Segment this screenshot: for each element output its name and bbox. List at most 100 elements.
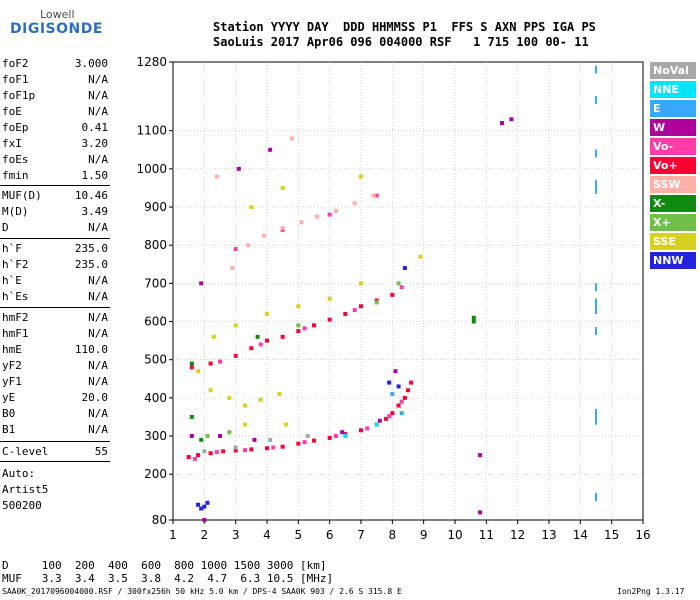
y-tick-label: 300: [144, 429, 167, 443]
param-row: yF1 N/A: [2, 375, 108, 391]
data-point-noval: [305, 434, 310, 439]
y-tick-label: 80: [152, 513, 167, 527]
data-point-w: [252, 437, 257, 442]
y-tick-label: 200: [144, 467, 167, 481]
data-point-vo-minus: [365, 426, 370, 431]
param-name: foF1p: [2, 89, 36, 102]
param-value: 55: [94, 445, 108, 458]
legend-item-vo-minus: Vo-: [650, 138, 696, 155]
data-point-e: [595, 180, 597, 189]
data-point-sse: [211, 334, 216, 339]
param-separator: [0, 307, 110, 308]
param-name: foF2: [2, 57, 29, 70]
param-name: hmF2: [2, 311, 29, 324]
data-point-vo-minus: [218, 359, 222, 364]
param-name: h`E: [2, 274, 22, 287]
plot-frame: [172, 61, 644, 521]
legend-item-vo-plus: Vo+: [650, 157, 696, 174]
data-point-sse: [359, 174, 363, 179]
data-point-vo-plus: [359, 428, 363, 433]
data-point-x-plus: [205, 434, 210, 439]
param-row: foEs N/A: [2, 153, 108, 169]
legend-item-e: E: [650, 100, 696, 117]
param-value: 0.41: [81, 121, 109, 134]
data-point-noval: [202, 449, 207, 454]
data-point-ssw: [214, 174, 219, 179]
data-point-sse: [243, 403, 248, 408]
data-point-sse: [243, 422, 248, 427]
data-point-w: [340, 430, 345, 435]
param-value: 110.0: [74, 343, 108, 356]
x-tick-label: 13: [541, 528, 556, 542]
data-point-noval: [233, 445, 238, 450]
data-point-vo-minus: [327, 212, 332, 217]
data-point-nnw: [402, 266, 407, 271]
data-point-ssw: [261, 233, 266, 238]
param-name: foF1: [2, 73, 29, 86]
param-row: h`F2 235.0: [2, 258, 108, 274]
data-point-vo-plus: [196, 453, 201, 458]
legend-item-nne: NNE: [650, 81, 696, 98]
data-point-x-minus: [189, 361, 194, 366]
autoscaling-info: Artist5: [2, 483, 49, 496]
data-point-w: [377, 418, 382, 423]
y-tick-label: 500: [144, 353, 167, 367]
data-point-sse: [265, 311, 269, 316]
param-value: N/A: [88, 375, 108, 388]
data-point-vo-plus: [396, 403, 401, 408]
x-tick-label: 3: [232, 528, 240, 542]
data-point-vo-minus: [399, 285, 404, 290]
param-value: 235.0: [74, 242, 108, 255]
data-point-w: [236, 166, 241, 171]
param-name: yF2: [2, 359, 22, 372]
legend-item-w: W: [650, 119, 696, 136]
data-point-w: [218, 434, 222, 439]
data-point-vo-minus: [258, 342, 263, 347]
data-point-x-minus: [471, 315, 476, 320]
param-name: h`Es: [2, 290, 29, 303]
data-point-nne: [343, 434, 348, 439]
legend-item-noval: NoVal: [650, 62, 696, 79]
data-point-vo-minus: [302, 326, 307, 331]
data-point-vo-plus: [208, 451, 213, 456]
data-point-vo-plus: [233, 353, 238, 358]
y-tick-label: 800: [144, 238, 167, 252]
x-tick-label: 1: [169, 528, 177, 542]
x-tick-label: 2: [201, 528, 209, 542]
data-point-vo-plus: [208, 361, 213, 366]
data-point-vo-minus: [302, 440, 307, 445]
logo-digisonde-text: DIGISONDE: [10, 21, 103, 37]
x-tick-label: 15: [604, 528, 619, 542]
data-point-x-plus: [296, 323, 301, 328]
y-tick-label: 1100: [136, 124, 167, 138]
param-value: 10.46: [74, 189, 108, 202]
distance-row: D 100 200 400 600 800 1000 1500 3000 [km…: [2, 559, 327, 572]
param-name: yF1: [2, 375, 22, 388]
data-point-vo-plus: [249, 346, 254, 351]
param-value: N/A: [88, 73, 108, 86]
x-tick-label: 5: [295, 528, 303, 542]
x-tick-label: 14: [573, 528, 588, 542]
data-point-sse: [258, 397, 263, 402]
x-tick-label: 9: [420, 528, 428, 542]
param-name: h`F: [2, 242, 22, 255]
param-row: B0 N/A: [2, 407, 108, 423]
data-point-vo-plus: [390, 292, 395, 297]
data-point-e: [595, 306, 597, 315]
legend-item-nnw: NNW: [650, 252, 696, 269]
x-tick-label: 7: [357, 528, 365, 542]
param-name: foE: [2, 105, 22, 118]
param-separator: [0, 461, 110, 462]
param-row: hmF2 N/A: [2, 311, 108, 327]
data-point-vo-plus: [186, 455, 191, 460]
autoscaling-info: 500200: [2, 499, 42, 512]
param-name: D: [2, 221, 9, 234]
data-point-vo-minus: [399, 399, 404, 404]
data-point-e: [595, 298, 597, 307]
data-point-x-plus: [396, 281, 401, 286]
param-row: D N/A: [2, 221, 108, 237]
header-labels: Station YYYY DAY DDD HHMMSS P1 FFS S AXN…: [213, 20, 596, 34]
param-row: C-level 55: [2, 445, 108, 461]
data-point-w: [478, 510, 483, 515]
